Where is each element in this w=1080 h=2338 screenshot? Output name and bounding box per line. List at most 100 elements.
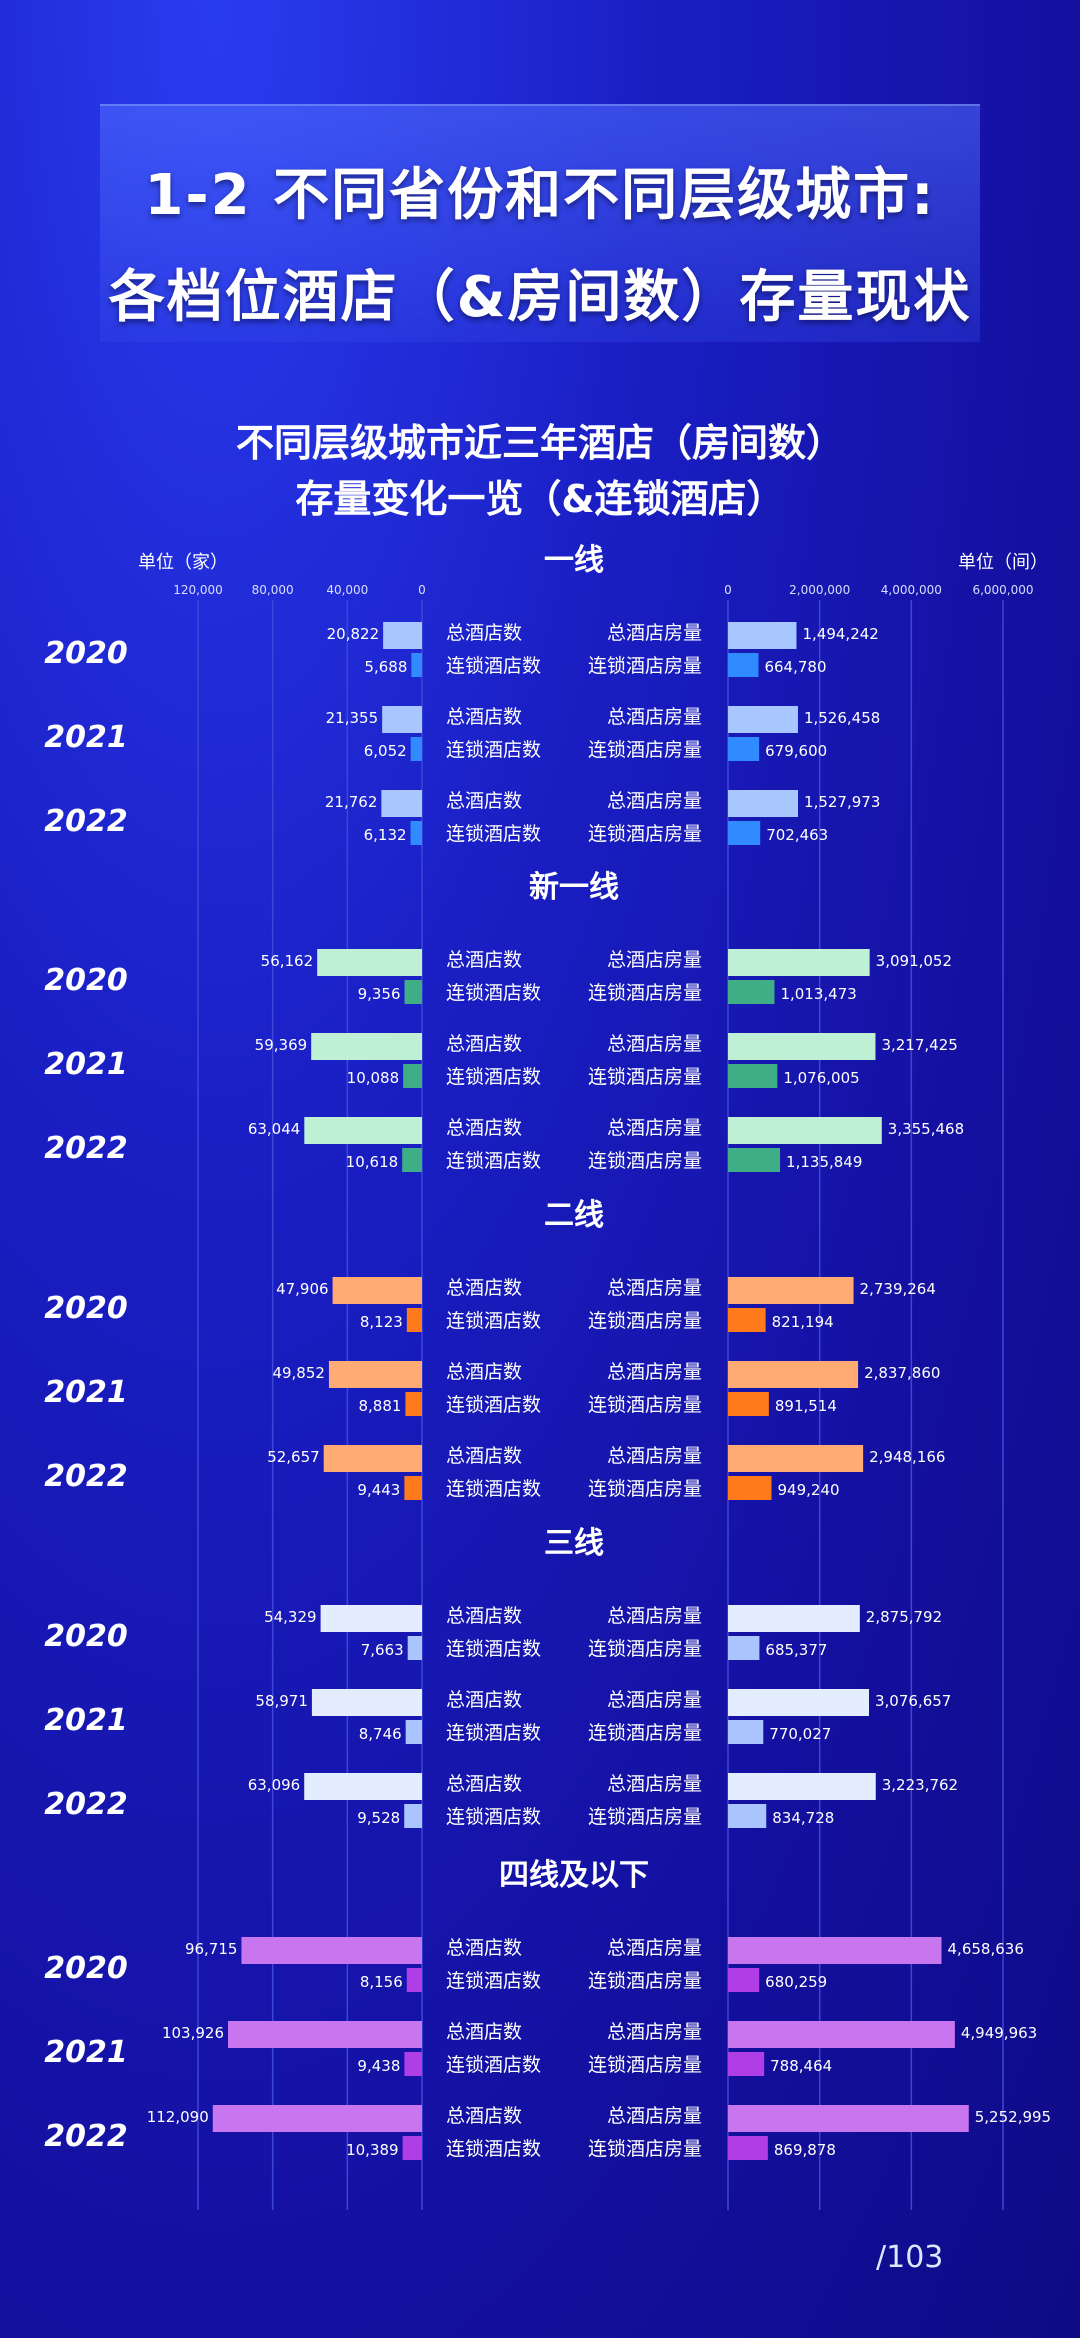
total-rooms-label: 总酒店房量 <box>607 2021 702 2043</box>
page-number: /103 <box>876 2240 944 2275</box>
total-rooms-value: 1,527,973 <box>804 793 880 811</box>
chain-hotels-label: 连锁酒店数 <box>446 739 541 761</box>
total-rooms-label: 总酒店房量 <box>607 622 702 644</box>
total-hotels-bar <box>317 949 422 976</box>
year-label: 2020 <box>44 1291 128 1326</box>
year-label: 2021 <box>44 1703 128 1738</box>
year-label: 2020 <box>44 636 128 671</box>
chain-rooms-label: 连锁酒店房量 <box>588 1310 702 1332</box>
right-axis-tick-label: 6,000,000 <box>972 583 1033 597</box>
chain-rooms-value: 949,240 <box>778 1481 840 1499</box>
year-label: 2020 <box>44 1619 128 1654</box>
total-hotels-label: 总酒店数 <box>446 1361 522 1383</box>
chain-rooms-value: 869,878 <box>774 2141 836 2159</box>
chain-hotels-value: 9,356 <box>358 985 401 1003</box>
year-label: 2022 <box>44 1787 128 1822</box>
year-label: 2022 <box>44 804 128 839</box>
chain-hotels-label: 连锁酒店数 <box>446 1806 541 1828</box>
total-hotels-label: 总酒店数 <box>446 1773 522 1795</box>
total-rooms-bar <box>728 1361 859 1388</box>
total-hotels-value: 59,369 <box>255 1036 308 1054</box>
total-hotels-bar <box>328 1361 422 1388</box>
total-rooms-bar <box>728 1773 876 1800</box>
group-header: 四线及以下 <box>499 1858 649 1893</box>
chain-rooms-bar <box>728 1308 766 1332</box>
chain-rooms-value: 664,780 <box>764 658 826 676</box>
total-rooms-label: 总酒店房量 <box>607 790 702 812</box>
year-label: 2021 <box>44 2035 128 2070</box>
left-axis-tick-label: 80,000 <box>252 583 294 597</box>
chain-rooms-label: 连锁酒店房量 <box>588 1638 702 1660</box>
total-hotels-value: 103,926 <box>162 2024 224 2042</box>
total-rooms-bar <box>728 790 799 817</box>
total-hotels-label: 总酒店数 <box>446 1445 522 1467</box>
chain-rooms-bar <box>728 2136 768 2160</box>
total-hotels-value: 21,355 <box>326 709 379 727</box>
chain-hotels-bar <box>404 2052 422 2076</box>
chain-hotels-value: 9,438 <box>357 2057 400 2075</box>
total-rooms-bar <box>728 1605 860 1632</box>
total-rooms-label: 总酒店房量 <box>607 1773 702 1795</box>
group-header: 一线 <box>544 543 604 578</box>
total-hotels-label: 总酒店数 <box>446 706 522 728</box>
chain-hotels-bar <box>404 1476 422 1500</box>
total-hotels-label: 总酒店数 <box>446 1033 522 1055</box>
total-rooms-bar <box>728 1689 870 1716</box>
year-label: 2021 <box>44 1047 128 1082</box>
total-hotels-label: 总酒店数 <box>446 2105 522 2127</box>
chain-rooms-label: 连锁酒店房量 <box>588 1150 702 1172</box>
total-rooms-value: 3,076,657 <box>875 1692 951 1710</box>
chain-hotels-bar <box>404 1804 422 1828</box>
total-hotels-value: 21,762 <box>325 793 378 811</box>
chain-hotels-value: 10,618 <box>346 1153 399 1171</box>
total-rooms-label: 总酒店房量 <box>607 1689 702 1711</box>
chain-rooms-bar <box>728 1392 769 1416</box>
chain-hotels-label: 连锁酒店数 <box>446 1638 541 1660</box>
chart-subtitle-line-1: 不同层级城市近三年酒店（房间数） <box>235 421 844 465</box>
year-label: 2021 <box>44 1375 128 1410</box>
chain-rooms-label: 连锁酒店房量 <box>588 1722 702 1744</box>
total-rooms-bar <box>728 1445 864 1472</box>
chain-rooms-label: 连锁酒店房量 <box>588 2054 702 2076</box>
chain-rooms-value: 1,076,005 <box>783 1069 859 1087</box>
chain-rooms-value: 685,377 <box>765 1641 827 1659</box>
total-rooms-value: 1,494,242 <box>802 625 878 643</box>
chain-rooms-label: 连锁酒店房量 <box>588 982 702 1004</box>
chain-hotels-value: 10,389 <box>346 2141 399 2159</box>
right-unit-label: 单位（间） <box>958 552 1048 573</box>
total-hotels-value: 58,971 <box>255 1692 308 1710</box>
chain-hotels-bar <box>405 1392 422 1416</box>
total-hotels-value: 49,852 <box>272 1364 325 1382</box>
total-rooms-bar <box>728 949 870 976</box>
total-rooms-value: 4,658,636 <box>948 1940 1024 1958</box>
chain-hotels-label: 连锁酒店数 <box>446 1722 541 1744</box>
total-rooms-value: 5,252,995 <box>975 2108 1051 2126</box>
total-hotels-bar <box>323 1445 422 1472</box>
total-hotels-value: 52,657 <box>267 1448 320 1466</box>
total-hotels-value: 47,906 <box>276 1280 329 1298</box>
page-title-line-1: 1-2 不同省份和不同层级城市: <box>144 163 936 228</box>
chain-hotels-value: 7,663 <box>361 1641 404 1659</box>
chain-hotels-value: 8,123 <box>360 1313 403 1331</box>
total-rooms-bar <box>728 2105 969 2132</box>
total-rooms-value: 2,875,792 <box>866 1608 942 1626</box>
chain-hotels-value: 10,088 <box>347 1069 400 1087</box>
total-hotels-value: 112,090 <box>147 2108 209 2126</box>
page-title-line-2: 各档位酒店（&房间数）存量现状 <box>108 265 972 330</box>
chain-rooms-label: 连锁酒店房量 <box>588 655 702 677</box>
chain-hotels-label: 连锁酒店数 <box>446 2138 541 2160</box>
chain-hotels-value: 6,132 <box>364 826 407 844</box>
chain-rooms-label: 连锁酒店房量 <box>588 823 702 845</box>
chain-rooms-value: 891,514 <box>775 1397 837 1415</box>
chain-rooms-value: 834,728 <box>772 1809 834 1827</box>
chain-hotels-value: 6,052 <box>364 742 407 760</box>
total-hotels-value: 63,096 <box>248 1776 301 1794</box>
chain-hotels-bar <box>403 1064 422 1088</box>
chain-hotels-bar <box>402 1148 422 1172</box>
chain-rooms-bar <box>728 2052 765 2076</box>
chain-rooms-bar <box>728 1720 764 1744</box>
chain-hotels-bar <box>405 1720 422 1744</box>
chain-hotels-label: 连锁酒店数 <box>446 1310 541 1332</box>
chain-hotels-value: 5,688 <box>364 658 407 676</box>
total-hotels-bar <box>241 1937 422 1964</box>
